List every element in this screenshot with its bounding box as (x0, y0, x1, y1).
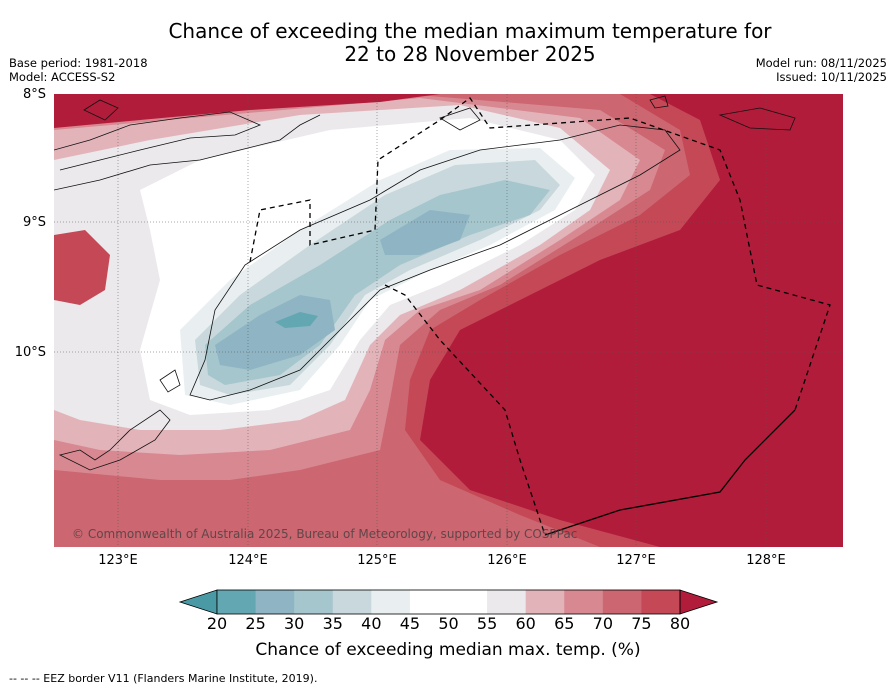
colorbar-tick-label: 60 (515, 614, 536, 633)
contour-band-25 (215, 210, 470, 370)
meta-right: Model run: 08/11/2025 Issued: 10/11/2025 (756, 56, 887, 84)
contour-hot-patch-west (54, 230, 110, 305)
colorbar-tick-label: 80 (669, 614, 691, 633)
lat-label-9s: 9°S (22, 215, 46, 230)
lon-label-127e: 127°E (616, 553, 656, 568)
map-panel (54, 94, 843, 547)
lat-label-10s: 10°S (14, 345, 46, 360)
colorbar-segment (448, 590, 488, 614)
colorbar-tick-label: 35 (322, 614, 343, 633)
colorbar-tick-label: 75 (631, 614, 652, 633)
colorbar-tick-label: 20 (206, 614, 228, 633)
lat-label-8s: 8°S (22, 87, 46, 102)
colorbar-outline (216, 589, 681, 615)
issued-date: Issued: 10/11/2025 (776, 70, 887, 84)
eez-border (249, 97, 831, 536)
title-line-2: 22 to 28 November 2025 (344, 42, 596, 66)
colorbar-segment (255, 590, 295, 614)
lon-label-126e: 126°E (487, 553, 527, 568)
colorbar-tick-label: 45 (399, 614, 421, 633)
lon-label-125e: 125°E (357, 553, 397, 568)
contour-hot-patch-north (54, 94, 440, 128)
colorbar-over-arrow (679, 589, 719, 615)
title-line-1: Chance of exceeding the median maximum t… (168, 19, 772, 43)
colorbar-tick-label: 25 (245, 614, 266, 633)
copyright-notice: © Commonwealth of Australia 2025, Bureau… (72, 527, 578, 541)
meta-left: Base period: 1981-2018 Model: ACCESS-S2 (9, 56, 148, 84)
colorbar-under-arrow (178, 589, 218, 615)
model-run: Model run: 08/11/2025 (755, 56, 887, 70)
base-period: Base period: 1981-2018 (9, 56, 148, 70)
eez-footnote: -- -- -- EEZ border V11 (Flanders Marine… (9, 672, 318, 685)
colorbar-tick-label: 30 (283, 614, 305, 633)
colorbar-segment (602, 590, 642, 614)
colorbar-segment (409, 590, 449, 614)
colorbar-tick-label: 50 (438, 614, 459, 633)
colorbar (178, 589, 719, 615)
model-name: Model: ACCESS-S2 (9, 70, 116, 84)
colorbar-segment (487, 590, 527, 614)
colorbar-segment (641, 590, 681, 614)
contour-band-20 (275, 312, 318, 328)
colorbar-segment (294, 590, 334, 614)
colorbar-segment (525, 590, 565, 614)
colorbar-segment (217, 590, 257, 614)
colorbar-segment (332, 590, 372, 614)
colorbar-segment (564, 590, 604, 614)
chart-title: Chance of exceeding the median maximum t… (0, 20, 896, 66)
colorbar-tick-label: 55 (476, 614, 498, 633)
colorbar-segment (371, 590, 411, 614)
colorbar-tick-label: 40 (361, 614, 382, 633)
colorbar-tick-label: 70 (592, 614, 613, 633)
colorbar-label: Chance of exceeding median max. temp. (%… (255, 640, 641, 660)
gridlines (54, 94, 843, 547)
lon-label-128e: 128°E (746, 553, 786, 568)
coastlines (54, 95, 796, 471)
lon-label-123e: 123°E (98, 553, 138, 568)
colorbar-tick-label: 65 (554, 614, 575, 633)
lon-label-124e: 124°E (228, 553, 268, 568)
